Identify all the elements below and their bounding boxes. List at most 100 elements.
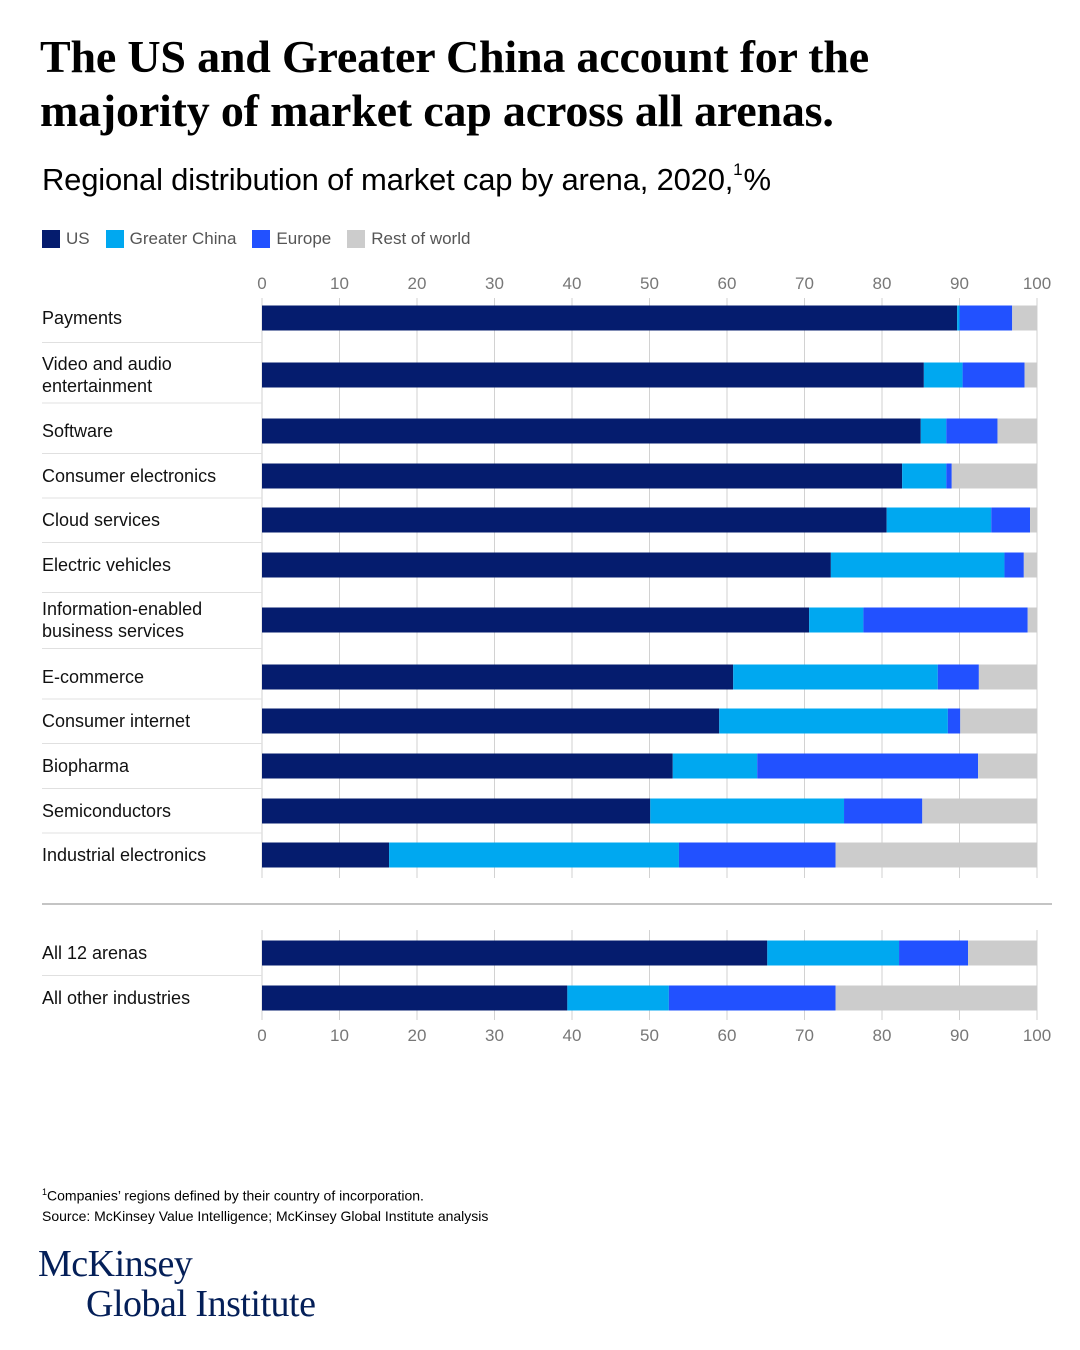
bar-segment-us xyxy=(262,708,720,734)
x-tick-label-bottom: 70 xyxy=(795,1026,814,1045)
bar-segment-rest-of-world xyxy=(978,664,1037,690)
bar-segment-rest-of-world xyxy=(1030,507,1037,533)
bar-segment-rest-of-world xyxy=(960,708,1037,734)
bar-segment-us xyxy=(262,664,734,690)
bar-segment-europe xyxy=(899,940,969,966)
bar-segment-greater-china xyxy=(923,362,963,388)
bar-segment-greater-china xyxy=(886,507,992,533)
x-tick-label-top: 10 xyxy=(330,274,349,293)
legend-label-europe: Europe xyxy=(276,229,332,248)
category-label: Payments xyxy=(42,308,122,328)
bar-segment-rest-of-world xyxy=(1023,552,1037,578)
legend-item-rest-of-world: Rest of world xyxy=(347,229,470,249)
footnote-note-line: 1Companies’ regions defined by their cou… xyxy=(42,1182,488,1206)
bar-segment-europe xyxy=(946,418,998,444)
category-label: E-commerce xyxy=(42,667,144,687)
bar-segment-rest-of-world xyxy=(835,985,1037,1011)
bar-segment-europe xyxy=(1004,552,1024,578)
legend: US Greater China Europe Rest of world xyxy=(42,229,470,249)
x-tick-label-top: 40 xyxy=(563,274,582,293)
bar-segment-greater-china xyxy=(650,798,845,824)
bar-segment-greater-china xyxy=(389,842,679,868)
bar-segment-us xyxy=(262,798,651,824)
x-tick-label-top: 30 xyxy=(485,274,504,293)
category-label: Biopharma xyxy=(42,756,130,776)
footnote-note: Companies’ regions defined by their coun… xyxy=(47,1187,424,1204)
bar-segment-rest-of-world xyxy=(978,753,1037,779)
x-tick-label-bottom: 10 xyxy=(330,1026,349,1045)
x-tick-label-bottom: 50 xyxy=(640,1026,659,1045)
bar-segment-us xyxy=(262,753,673,779)
bar-segment-rest-of-world xyxy=(968,940,1037,966)
x-tick-label-bottom: 90 xyxy=(950,1026,969,1045)
category-label: All 12 arenas xyxy=(42,943,147,963)
footnote: 1Companies’ regions defined by their cou… xyxy=(42,1182,488,1226)
bar-segment-us xyxy=(262,305,958,331)
category-label: Video and audio entertainment xyxy=(42,354,172,396)
stacked-bar-chart: 0 0 10 10 20 20 30 30 40 40 50 50 60 60 70 70 80 80 90 90 10… xyxy=(42,274,1052,1045)
subtitle-text: Regional distribution of market cap by a… xyxy=(42,162,734,197)
logo-line-1: McKinsey xyxy=(38,1243,193,1285)
bar-segment-europe xyxy=(937,664,979,690)
x-tick-label-top: 60 xyxy=(718,274,737,293)
bar-segment-greater-china xyxy=(920,418,947,444)
bar-segment-greater-china xyxy=(830,552,1005,578)
category-label: All other industries xyxy=(42,988,190,1008)
bar-segment-us xyxy=(262,463,903,489)
legend-label-us: US xyxy=(66,229,90,248)
legend-item-greater-china: Greater China xyxy=(105,229,237,249)
bar-segment-us xyxy=(262,362,924,388)
bar-segment-rest-of-world xyxy=(1027,607,1037,633)
bar-segment-rest-of-world xyxy=(1024,362,1037,388)
bar-segment-europe xyxy=(678,842,836,868)
bar-segment-us xyxy=(262,552,831,578)
x-tick-label-top: 100 xyxy=(1023,274,1051,293)
category-label: Industrial electronics xyxy=(42,845,206,865)
bar-segment-greater-china xyxy=(672,753,758,779)
logo-line-2: Global Institute xyxy=(86,1283,316,1325)
bar-segment-greater-china xyxy=(719,708,948,734)
subtitle-footnote-marker: 1 xyxy=(733,160,743,179)
bar-segment-europe xyxy=(863,607,1028,633)
x-tick-label-top: 80 xyxy=(873,274,892,293)
chart-title: The US and Greater China account for the… xyxy=(40,31,869,136)
bar-segment-us xyxy=(262,842,390,868)
legend-item-us: US xyxy=(42,229,90,249)
bar-segment-rest-of-world xyxy=(922,798,1037,824)
legend-swatch-europe xyxy=(252,230,271,248)
category-label: Cloud services xyxy=(42,510,160,530)
bar-segment-europe xyxy=(844,798,923,824)
bar-segment-rest-of-world xyxy=(835,842,1037,868)
chart-subtitle: Regional distribution of market cap by a… xyxy=(42,160,771,198)
bar-segment-us xyxy=(262,607,810,633)
legend-label-greater-china: Greater China xyxy=(129,229,237,248)
bar-segment-rest-of-world xyxy=(951,463,1037,489)
bar-segment-us xyxy=(262,940,768,966)
bar-segment-europe xyxy=(668,985,836,1011)
legend-swatch-us xyxy=(42,230,60,248)
x-tick-label-top: 70 xyxy=(795,274,814,293)
x-tick-label-top: 0 xyxy=(257,274,266,293)
x-tick-label-bottom: 20 xyxy=(408,1026,427,1045)
category-label: Consumer electronics xyxy=(42,466,216,486)
category-label: Software xyxy=(42,421,113,441)
category-label: Consumer internet xyxy=(42,711,190,731)
x-tick-label-bottom: 60 xyxy=(718,1026,737,1045)
bar-segment-us xyxy=(262,507,887,533)
bar-segment-europe xyxy=(947,708,961,734)
category-label: Electric vehicles xyxy=(42,555,171,575)
x-tick-label-bottom: 80 xyxy=(873,1026,892,1045)
bar-segment-rest-of-world xyxy=(1012,305,1037,331)
bar-segment-europe xyxy=(757,753,979,779)
x-tick-label-bottom: 30 xyxy=(485,1026,504,1045)
bar-segment-greater-china xyxy=(902,463,947,489)
legend-item-europe: Europe xyxy=(252,229,331,249)
x-tick-label-top: 90 xyxy=(950,274,969,293)
bar-segment-europe xyxy=(959,305,1013,331)
legend-label-rest-of-world: Rest of world xyxy=(371,229,471,248)
subtitle-unit: % xyxy=(743,162,771,197)
legend-swatch-rest-of-world xyxy=(347,230,366,248)
bar-segment-us xyxy=(262,985,568,1011)
bar-segment-greater-china xyxy=(733,664,938,690)
bar-segment-europe xyxy=(946,463,952,489)
